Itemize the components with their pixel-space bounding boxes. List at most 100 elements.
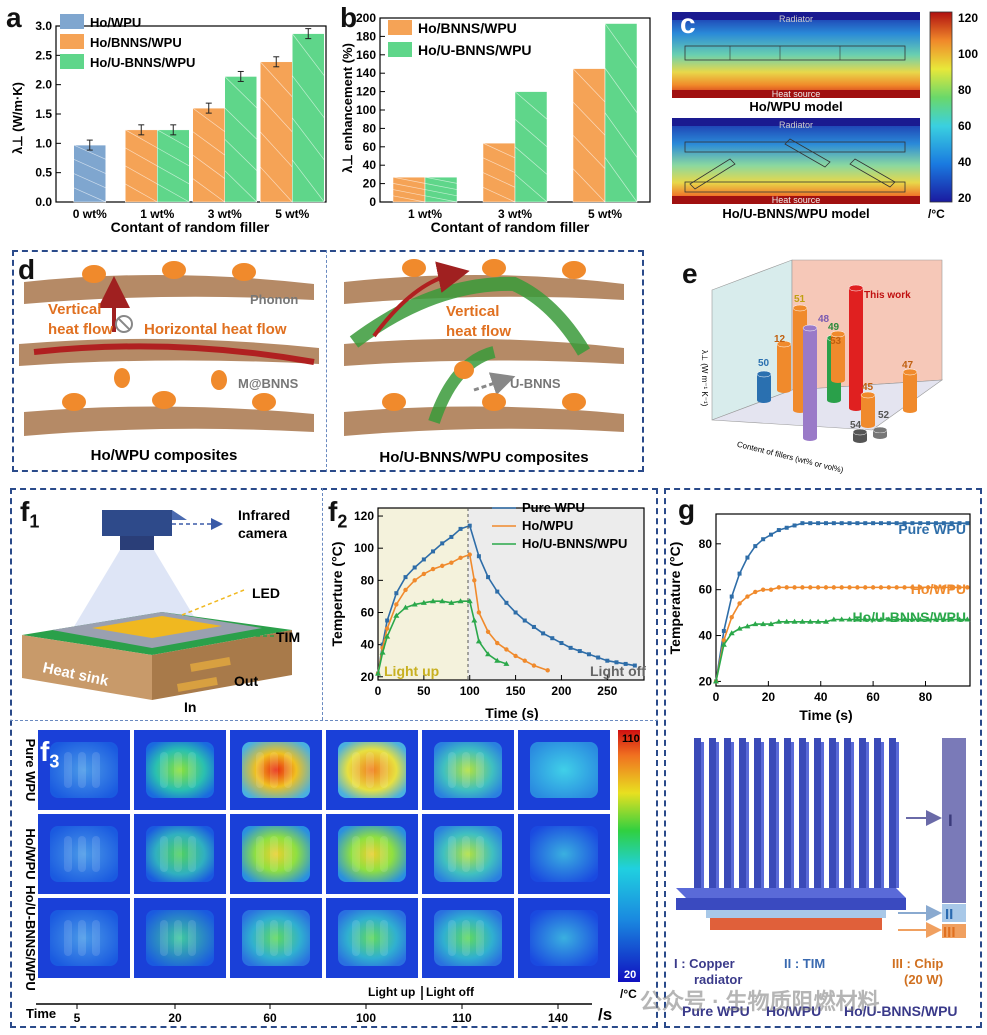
data-point (910, 521, 915, 526)
f1-led-label: LED (252, 585, 280, 601)
a-xlabel: Contant of random filler (111, 219, 270, 235)
d-left-layers (19, 261, 319, 436)
f3-time-tick: 100 (356, 1011, 376, 1025)
g-fin (814, 738, 821, 888)
data-point (737, 571, 742, 576)
d-horizontal-label: Horizontal heat flow (144, 321, 287, 338)
panel-label-b: b (340, 2, 358, 33)
legend-label: Ho/U-BNNS/WPU (90, 55, 195, 70)
panel-d-frame (12, 250, 644, 472)
c-model2-caption: Ho/U-BNNS/WPU model (722, 206, 869, 221)
data-point (925, 616, 932, 622)
g-label-I: I (948, 811, 953, 830)
legend-label: Ho/WPU (522, 518, 573, 533)
e-bar-label: 51 (794, 294, 806, 305)
data-point (744, 623, 751, 629)
ytick-label: 120 (354, 509, 374, 523)
g-cap3a: III : Chip (892, 956, 943, 971)
data-point (807, 618, 814, 624)
xtick-label: 1 wt% (408, 207, 442, 221)
data-point (902, 585, 907, 590)
bar (572, 68, 606, 203)
panel-label-a: a (6, 2, 22, 33)
data-point (495, 589, 500, 594)
bar (224, 76, 257, 203)
f2-xlabel: Time (s) (485, 705, 538, 720)
heat-sink (22, 635, 152, 700)
data-point (745, 555, 750, 560)
g-bottom1: Pure WPU (682, 1003, 750, 1019)
data-point (886, 521, 891, 526)
d-vertical-label-2: Vertical (446, 303, 499, 320)
data-point (917, 616, 924, 622)
data-point (457, 598, 464, 604)
xtick-label: 0 wt% (73, 207, 107, 221)
d-caption-left: Ho/WPU composites (91, 447, 238, 464)
data-point (893, 616, 900, 622)
ytick-label: 40 (361, 638, 375, 652)
data-point (964, 616, 971, 622)
data-point (823, 521, 828, 526)
data-point (375, 670, 381, 676)
data-point (431, 549, 436, 554)
data-point (713, 678, 719, 684)
g-ylabel: Temperature (°C) (667, 542, 683, 655)
xtick-label: 3 wt% (208, 207, 242, 221)
data-point (403, 587, 408, 593)
data-point (495, 640, 500, 646)
e-bar-label: 12 (774, 334, 786, 345)
xtick-label: 5 wt% (275, 207, 309, 221)
c-model1-caption: Ho/WPU model (749, 99, 842, 114)
data-point (949, 521, 954, 526)
data-point (831, 585, 837, 590)
d-heatflow-label: heat flow (48, 321, 113, 338)
g-fin (739, 738, 746, 888)
data-point (577, 649, 582, 654)
data-point (737, 601, 742, 606)
c-scale-tick: 60 (958, 119, 972, 133)
legend-label: Pure WPU (522, 500, 585, 515)
data-point (901, 616, 908, 622)
data-point (839, 521, 844, 526)
d-mbnns-label: M@BNNS (238, 376, 299, 391)
data-point (721, 637, 727, 643)
c-radiator-label-1: Radiator (779, 14, 813, 24)
data-point (863, 585, 868, 590)
g-cap2: II : TIM (784, 956, 825, 971)
data-point (830, 616, 837, 622)
data-point (776, 528, 781, 533)
data-point (855, 585, 860, 590)
f2-ylabel: Temperture (°C) (329, 542, 345, 647)
data-point (949, 585, 954, 590)
data-point (504, 600, 509, 605)
chart-a: 0.0 0.5 1.0 1.5 2.0 2.5 3.0 0 wt% 1 wt% 3 wt% 5 wt… (10, 14, 327, 235)
f3-scale-min: 20 (624, 969, 636, 981)
data-point (768, 532, 773, 537)
legend-swatch (60, 14, 84, 29)
data-point (775, 618, 782, 624)
f3-scale-max: 110 (622, 733, 640, 745)
data-point (449, 560, 454, 565)
panel-g-frame (664, 488, 982, 1028)
c-scale-tick: 120 (958, 11, 978, 25)
data-point (831, 521, 836, 526)
xtick-label: 0 (375, 684, 382, 698)
c-scale-tick: 20 (958, 191, 972, 205)
c-heat-source-label-1: Heat source (772, 89, 821, 99)
data-point (439, 598, 446, 604)
data-point (522, 658, 527, 663)
legend-swatch (60, 34, 84, 49)
data-point (623, 661, 628, 666)
data-point (791, 618, 798, 624)
series-line (715, 586, 968, 682)
data-point (753, 589, 758, 595)
data-point (965, 585, 970, 590)
panel-d-illustration: Vertical heat flow Horizontal heat flow … (19, 259, 624, 466)
data-point (485, 651, 492, 657)
data-point (384, 633, 391, 639)
data-point (486, 575, 491, 580)
f1-camera-label-2: camera (238, 525, 287, 541)
g-fin (844, 738, 851, 888)
legend-label: Pure WPU (898, 521, 966, 537)
g-cap3b: (20 W) (904, 972, 943, 987)
